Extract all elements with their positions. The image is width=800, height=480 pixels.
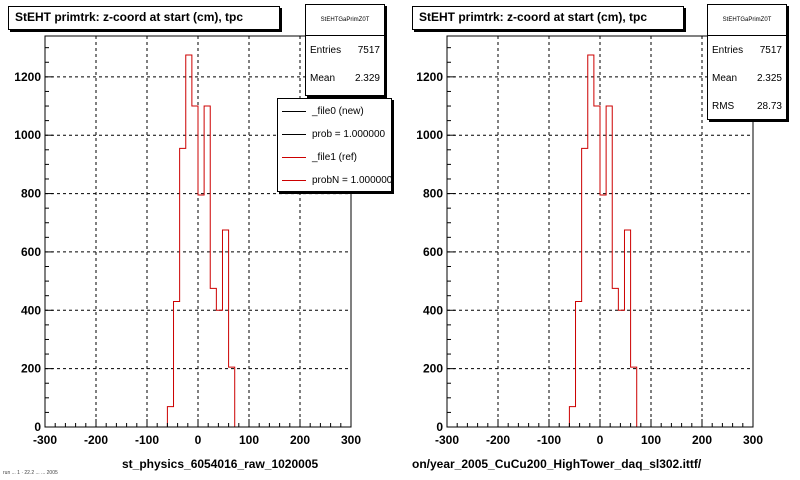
left-y-tick-label: 800 (21, 187, 41, 201)
right-stats-rms-value: 28.73 (756, 100, 782, 112)
legend-label: _file1 (ref) (312, 151, 358, 163)
right-x-tick-label: -100 (537, 433, 561, 447)
right-y-tick-label: 800 (423, 187, 443, 201)
left-y-tick-label: 600 (21, 245, 41, 259)
left-chart-title: StEHT primtrk: z-coord at start (cm), tp… (8, 6, 280, 30)
right-x-tick-label: 300 (743, 433, 763, 447)
left-x-tick-label: -200 (84, 433, 108, 447)
right-stats-entries-label: Entries (712, 44, 744, 56)
right-y-tick-label: 200 (423, 362, 443, 376)
left-y-tick-label: 200 (21, 362, 41, 376)
right-x-tick-label: -200 (486, 433, 510, 447)
right-histogram-bin (576, 302, 582, 427)
right-histogram-bin (606, 106, 612, 427)
left-histogram-bin (186, 55, 192, 427)
left-legend: _file0 (new) prob = 1.000000 _file1 (ref… (277, 98, 392, 192)
left-stats-entries-row: Entries 7517 (306, 36, 384, 64)
right-histogram-bin (631, 367, 637, 427)
legend-line-swatch (282, 179, 306, 181)
right-stats-mean-label: Mean (712, 72, 738, 84)
left-x-axis-title: st_physics_6054016_raw_1020005 (122, 457, 319, 471)
left-histogram-bin (192, 106, 198, 427)
left-y-tick-label: 1200 (14, 70, 41, 84)
left-y-tick-label: 400 (21, 303, 41, 317)
right-x-tick-label: 100 (641, 433, 661, 447)
right-histogram-bin (582, 148, 588, 427)
legend-line-swatch (282, 156, 306, 158)
right-chart-title: StEHT primtrk: z-coord at start (cm), tp… (412, 6, 684, 30)
legend-line-swatch (282, 110, 306, 112)
left-x-tick-label: 200 (290, 433, 310, 447)
legend-entry: probN = 1.000000 (278, 170, 392, 190)
right-histogram-bin (569, 407, 575, 427)
legend-entry: _file1 (ref) (278, 147, 357, 167)
left-y-tick-label: 1000 (14, 128, 41, 142)
left-stats-mean-value: 2.329 (354, 72, 380, 84)
left-stats-name: StEHTGaPrimZ0T (306, 5, 384, 36)
left-histogram-bin (204, 106, 210, 427)
left-x-tick-label: 0 (195, 433, 202, 447)
left-histogram-bin (229, 367, 235, 427)
right-histogram-bin (594, 106, 600, 427)
footer-text: run ... 1 · 22.2 ... ... 2005 (3, 470, 58, 476)
left-histogram-bin (210, 288, 216, 427)
left-histogram-bin (222, 230, 228, 427)
right-stats-name: StEHTGaPrimZ0T (708, 5, 786, 36)
left-x-tick-label: -100 (135, 433, 159, 447)
legend-entry: prob = 1.000000 (278, 124, 385, 144)
right-y-tick-label: 600 (423, 245, 443, 259)
right-stats-entries-value: 7517 (759, 44, 782, 56)
right-stats-rms-row: RMS 28.73 (708, 92, 786, 120)
right-stats-rms-label: RMS (712, 100, 735, 112)
right-y-tick-label: 1200 (416, 70, 443, 84)
left-histogram-bin (198, 195, 204, 427)
right-histogram-series (568, 54, 643, 428)
right-stats-entries-row: Entries 7517 (708, 36, 786, 64)
left-stats-entries-value: 7517 (357, 44, 380, 56)
right-y-tick-label: 400 (423, 303, 443, 317)
left-stats-mean-label: Mean (310, 72, 336, 84)
left-stats-entries-label: Entries (310, 44, 342, 56)
right-histogram-bin (588, 55, 594, 427)
right-histogram-bin (600, 195, 606, 427)
left-x-tick-label: -300 (33, 433, 57, 447)
left-histogram-bin (180, 148, 186, 427)
left-stats-box: StEHTGaPrimZ0T Entries 7517 Mean 2.329 (305, 4, 385, 96)
right-stats-mean-value: 2.325 (756, 72, 782, 84)
legend-label: prob = 1.000000 (312, 128, 386, 140)
legend-label: probN = 1.000000 (312, 174, 392, 186)
legend-line-swatch (282, 133, 306, 135)
legend-entry: _file0 (new) (278, 101, 364, 121)
right-x-tick-label: -300 (435, 433, 459, 447)
left-y-tick-label: 0 (34, 420, 41, 434)
left-x-tick-label: 300 (341, 433, 361, 447)
left-histogram-bin (167, 407, 173, 427)
left-histogram-series (166, 54, 241, 428)
right-x-tick-label: 0 (597, 433, 604, 447)
left-x-tick-label: 100 (239, 433, 259, 447)
right-histogram-bin (624, 230, 630, 427)
right-stats-box: StEHTGaPrimZ0T Entries 7517 Mean 2.325 R… (707, 4, 787, 120)
right-histogram-bin (612, 288, 618, 427)
right-y-tick-label: 0 (436, 420, 443, 434)
right-stats-mean-row: Mean 2.325 (708, 64, 786, 92)
right-x-tick-label: 200 (692, 433, 712, 447)
left-histogram-bin (174, 302, 180, 427)
right-x-axis-title: on/year_2005_CuCu200_HighTower_daq_sl302… (412, 457, 702, 471)
legend-label: _file0 (new) (312, 105, 364, 117)
left-stats-mean-row: Mean 2.329 (306, 64, 384, 92)
right-y-tick-label: 1000 (416, 128, 443, 142)
